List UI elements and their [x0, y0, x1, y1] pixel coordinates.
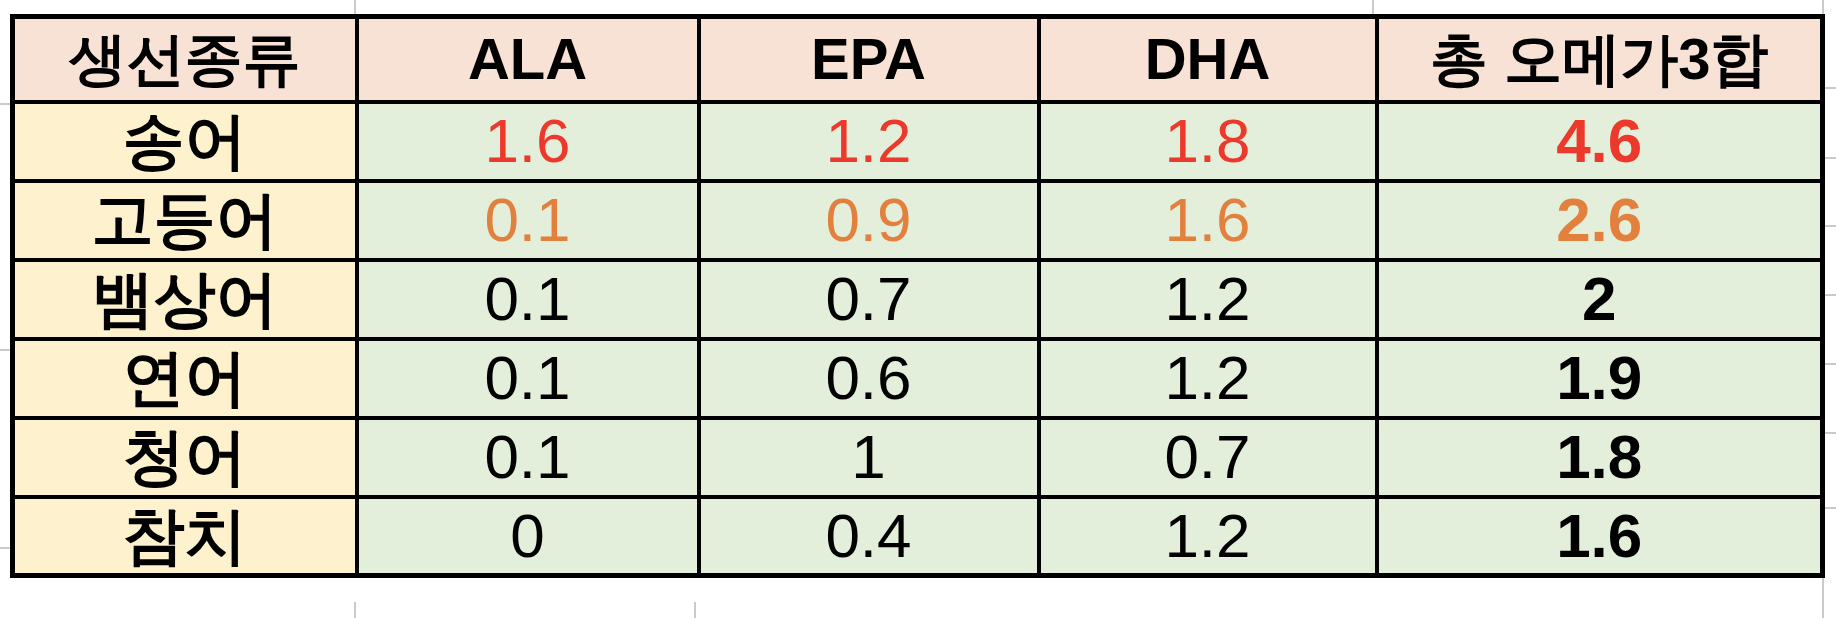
spreadsheet-canvas: 생선종류 ALA EPA DHA 총 오메가3합 송어 1.6 1.2 1.8 …	[0, 0, 1836, 618]
sheet-gridline	[1824, 432, 1836, 434]
header-dha[interactable]: DHA	[1039, 17, 1377, 102]
fish-name-cell[interactable]: 청어	[13, 418, 357, 497]
sheet-gridline	[1824, 507, 1836, 509]
omega3-table: 생선종류 ALA EPA DHA 총 오메가3합 송어 1.6 1.2 1.8 …	[10, 14, 1825, 578]
sheet-gridline	[0, 349, 10, 351]
sheet-gridline	[354, 0, 356, 14]
sheet-gridline	[0, 103, 10, 105]
fish-name-cell[interactable]: 고등어	[13, 181, 357, 260]
dha-value-cell[interactable]: 1.2	[1039, 260, 1377, 339]
dha-value-cell[interactable]: 1.6	[1039, 181, 1377, 260]
epa-value-cell[interactable]: 0.9	[699, 181, 1039, 260]
fish-name-cell[interactable]: 송어	[13, 102, 357, 181]
sheet-gridline	[0, 547, 10, 549]
total-value-cell[interactable]: 2.6	[1377, 181, 1823, 260]
header-ala[interactable]: ALA	[357, 17, 699, 102]
header-total-omega3[interactable]: 총 오메가3합	[1377, 17, 1823, 102]
epa-value-cell[interactable]: 1	[699, 418, 1039, 497]
sheet-gridline	[694, 602, 696, 618]
sheet-gridline	[1824, 87, 1836, 89]
total-value-cell[interactable]: 1.9	[1377, 339, 1823, 418]
table-row: 뱀상어 0.1 0.7 1.2 2	[13, 260, 1823, 339]
header-row: 생선종류 ALA EPA DHA 총 오메가3합	[13, 17, 1823, 102]
ala-value-cell[interactable]: 0	[357, 497, 699, 576]
ala-value-cell[interactable]: 0.1	[357, 181, 699, 260]
sheet-gridline	[354, 602, 356, 618]
dha-value-cell[interactable]: 1.8	[1039, 102, 1377, 181]
sheet-gridline	[1372, 0, 1374, 14]
table-row: 연어 0.1 0.6 1.2 1.9	[13, 339, 1823, 418]
table-row: 참치 0 0.4 1.2 1.6	[13, 497, 1823, 576]
epa-value-cell[interactable]: 0.6	[699, 339, 1039, 418]
table-row: 송어 1.6 1.2 1.8 4.6	[13, 102, 1823, 181]
total-value-cell[interactable]: 1.8	[1377, 418, 1823, 497]
dha-value-cell[interactable]: 0.7	[1039, 418, 1377, 497]
fish-name-cell[interactable]: 참치	[13, 497, 357, 576]
total-value-cell[interactable]: 1.6	[1377, 497, 1823, 576]
epa-value-cell[interactable]: 1.2	[699, 102, 1039, 181]
fish-name-cell[interactable]: 연어	[13, 339, 357, 418]
ala-value-cell[interactable]: 0.1	[357, 260, 699, 339]
sheet-gridline	[1824, 225, 1836, 227]
dha-value-cell[interactable]: 1.2	[1039, 497, 1377, 576]
header-epa[interactable]: EPA	[699, 17, 1039, 102]
sheet-gridline	[1824, 157, 1836, 159]
ala-value-cell[interactable]: 0.1	[357, 418, 699, 497]
ala-value-cell[interactable]: 1.6	[357, 102, 699, 181]
dha-value-cell[interactable]: 1.2	[1039, 339, 1377, 418]
header-fish-type[interactable]: 생선종류	[13, 17, 357, 102]
total-value-cell[interactable]: 2	[1377, 260, 1823, 339]
table-row: 고등어 0.1 0.9 1.6 2.6	[13, 181, 1823, 260]
epa-value-cell[interactable]: 0.4	[699, 497, 1039, 576]
ala-value-cell[interactable]: 0.1	[357, 339, 699, 418]
table-row: 청어 0.1 1 0.7 1.8	[13, 418, 1823, 497]
sheet-gridline	[1824, 363, 1836, 365]
sheet-gridline	[1824, 294, 1836, 296]
total-value-cell[interactable]: 4.6	[1377, 102, 1823, 181]
fish-name-cell[interactable]: 뱀상어	[13, 260, 357, 339]
epa-value-cell[interactable]: 0.7	[699, 260, 1039, 339]
